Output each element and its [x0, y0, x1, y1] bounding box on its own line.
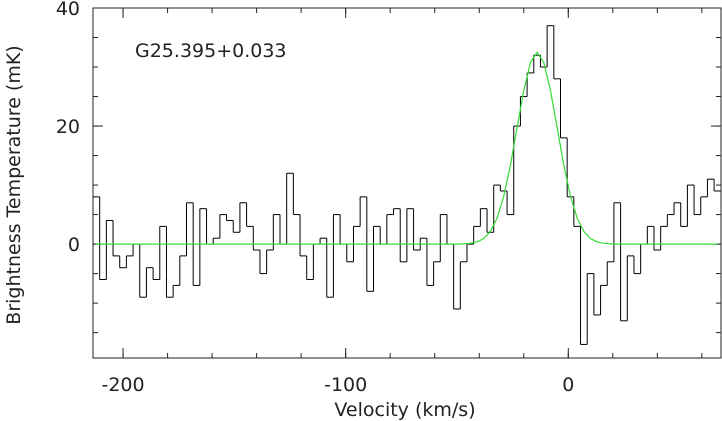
plot-frame — [92, 7, 722, 359]
x-axis-label: Velocity (km/s) — [334, 399, 475, 421]
annotation: G25.395+0.033 — [135, 40, 287, 62]
y-tick-label: 40 — [56, 0, 80, 20]
x-tick-label: -200 — [101, 374, 144, 396]
fit-curve — [96, 51, 718, 245]
y-tick-label: 20 — [56, 116, 80, 138]
x-tick-label: -100 — [324, 374, 367, 396]
x-tick-label: 0 — [562, 374, 574, 396]
y-axis-label: Brightness Temperature (mK) — [3, 45, 25, 324]
y-tick-label: 0 — [68, 234, 80, 256]
